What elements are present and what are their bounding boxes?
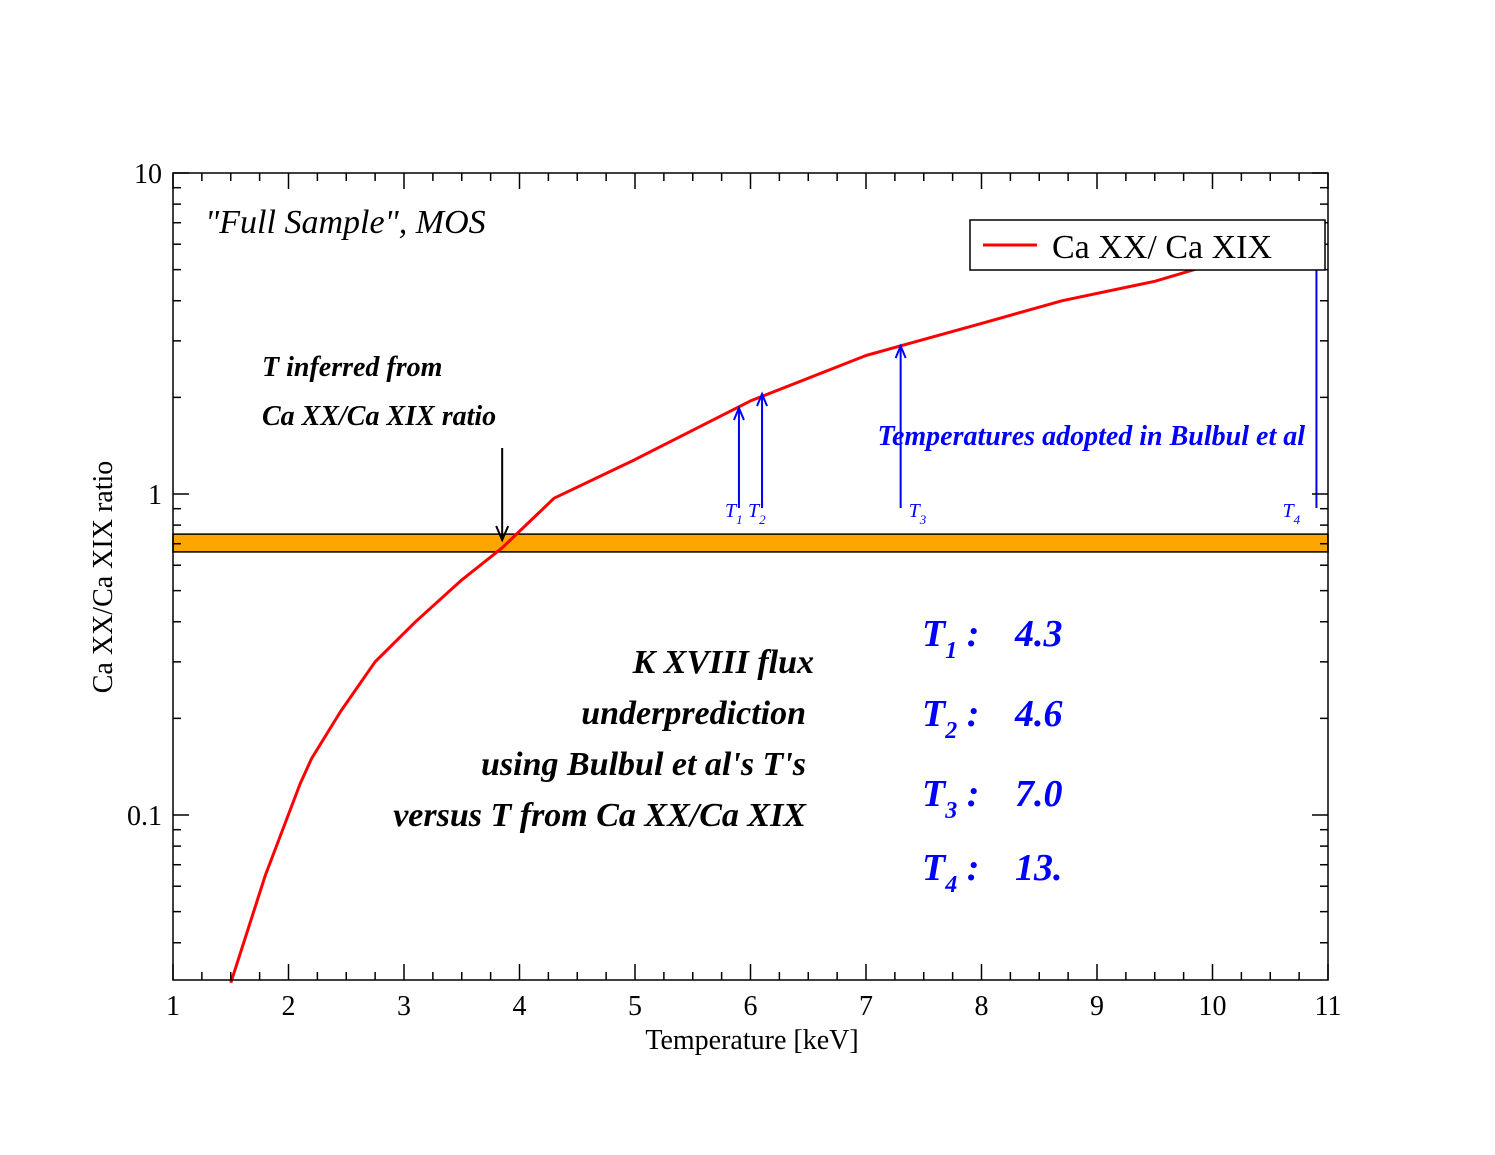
- y-tick-label: 0.1: [127, 801, 162, 832]
- adopted-arrowhead-1: [733, 405, 745, 421]
- adopted-arrow-label-sub: 4: [1294, 512, 1301, 527]
- temp-list-t4-value: 13.: [1015, 847, 1063, 889]
- temp-list-t1-sub: 1: [945, 638, 957, 664]
- adopted-arrow-label-sub: 3: [919, 512, 927, 527]
- sample-label: "Full Sample", MOS: [205, 204, 486, 241]
- adopted-arrow-label-3: T3: [909, 500, 927, 527]
- temp-list: T1 :4.3 T2 :4.6 T3 :7.0 T4 :13.: [922, 613, 1063, 898]
- temp-list-t1-label: T: [922, 613, 947, 655]
- temp-list-t2-value: 4.6: [1014, 693, 1063, 735]
- x-tick-label: 10: [1199, 991, 1227, 1022]
- temp-list-t1: T1 :4.3: [922, 613, 1063, 664]
- adopted-arrow-label-letter: T: [909, 500, 922, 522]
- x-tick-label: 8: [975, 991, 989, 1022]
- x-tick-label: 11: [1315, 991, 1342, 1022]
- ratio-band-layer: [172, 533, 1329, 553]
- temp-list-t3-sub: 3: [944, 798, 957, 824]
- y-tick-label: 10: [134, 159, 162, 190]
- inferred-arrow-head: [495, 525, 510, 543]
- temp-list-t2: T2 :4.6: [922, 693, 1063, 744]
- y-axis-label: Ca XX/Ca XIX ratio: [88, 461, 119, 694]
- flux-line-3: using Bulbul et al's T's: [481, 746, 806, 783]
- x-tick-label: 2: [282, 991, 296, 1022]
- adopted-label: Temperatures adopted in Bulbul et al: [877, 421, 1305, 452]
- inferred-label-line1: T inferred from: [262, 352, 442, 383]
- ratio-band: [172, 533, 1329, 553]
- x-tick-label: 4: [513, 991, 527, 1022]
- x-tick-label: 5: [628, 991, 642, 1022]
- adopted-arrow-label-letter: T: [748, 500, 761, 522]
- legend-label: Ca XX/ Ca XIX: [1052, 229, 1272, 266]
- x-tick-label: 7: [859, 991, 873, 1022]
- annotation-layer: T1 T2 T3 T4: [725, 500, 1301, 527]
- adopted-arrow-label-4: T4: [1282, 500, 1300, 527]
- temp-list-t2-sub: 2: [944, 718, 957, 744]
- temp-list-t3-label: T: [922, 773, 947, 815]
- flux-line-1: K XVIII flux: [632, 644, 814, 681]
- adopted-arrowhead-2: [756, 391, 768, 407]
- adopted-arrow-label-1: T1: [725, 500, 743, 527]
- adopted-arrow-label-sub: 2: [759, 512, 766, 527]
- y-tick-label: 1: [148, 480, 162, 511]
- flux-line-4: versus T from Ca XX/Ca XIX: [393, 797, 807, 834]
- x-tick-label: 3: [397, 991, 411, 1022]
- temp-list-t2-label: T: [922, 693, 947, 735]
- adopted-arrow-label-letter: T: [1282, 500, 1295, 522]
- temp-list-t1-value: 4.3: [1014, 613, 1063, 655]
- x-tick-label: 9: [1090, 991, 1104, 1022]
- temp-list-t4-sub: 4: [944, 872, 957, 898]
- temp-list-t4-label: T: [922, 847, 947, 889]
- x-axis-label: Temperature [keV]: [645, 1025, 858, 1056]
- temp-list-t3: T3 :7.0: [922, 773, 1063, 824]
- x-tick-label: 1: [166, 991, 180, 1022]
- adopted-arrow-label-2: T2: [748, 500, 766, 527]
- curve-ca-xx-ca-xix: [229, 262, 1213, 984]
- adopted-arrow-label-sub: 1: [736, 512, 743, 527]
- adopted-arrowhead-3: [894, 343, 907, 359]
- x-tick-label: 6: [744, 991, 758, 1022]
- curve-layer: [229, 262, 1213, 984]
- legend: Ca XX/ Ca XIX: [969, 219, 1326, 271]
- temp-list-t3-value: 7.0: [1015, 773, 1063, 815]
- plot-frame: [172, 172, 1329, 981]
- adopted-arrow-label-letter: T: [725, 500, 738, 522]
- flux-line-2: underprediction: [581, 695, 806, 732]
- arrow-layer: [495, 262, 1318, 543]
- temp-list-t4: T4 :13.: [922, 847, 1063, 898]
- inferred-label-line2: Ca XX/Ca XIX ratio: [262, 401, 496, 432]
